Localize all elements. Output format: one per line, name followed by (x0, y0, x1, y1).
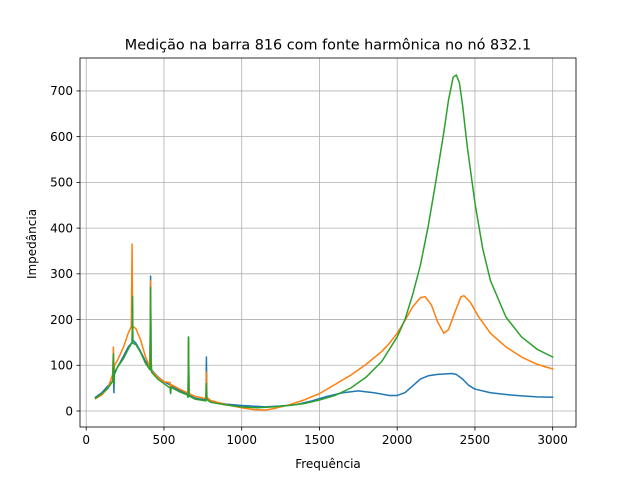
plot-frame (79, 57, 577, 428)
y-axis-label: Impedância (25, 209, 39, 279)
series-layer (94, 74, 554, 411)
series-line-3 (94, 74, 554, 409)
x-axis-label: Frequência (295, 457, 361, 471)
y-tick-label: 100 (50, 359, 73, 373)
x-tick-label: 500 (153, 433, 176, 447)
x-tick-label: 1500 (304, 433, 335, 447)
y-tick-label: 600 (50, 130, 73, 144)
grid-layer (80, 58, 576, 427)
y-tick-label: 700 (50, 84, 73, 98)
y-tick-label: 400 (50, 221, 73, 235)
tick-layer: 0 500 1000 1500 2000 2500 3000 0 100 200 300 400 500… (50, 84, 568, 447)
y-tick-label: 300 (50, 267, 73, 281)
y-tick-label: 0 (65, 404, 73, 418)
x-tick-label: 2000 (382, 433, 413, 447)
chart-title: Medição na barra 816 com fonte harmônica… (125, 38, 531, 54)
x-tick-label: 2500 (460, 433, 491, 447)
x-tick-label: 3000 (537, 433, 568, 447)
x-tick-label: 0 (82, 433, 90, 447)
x-tick-label: 1000 (226, 433, 257, 447)
y-tick-label: 200 (50, 313, 73, 327)
y-tick-label: 500 (50, 176, 73, 190)
